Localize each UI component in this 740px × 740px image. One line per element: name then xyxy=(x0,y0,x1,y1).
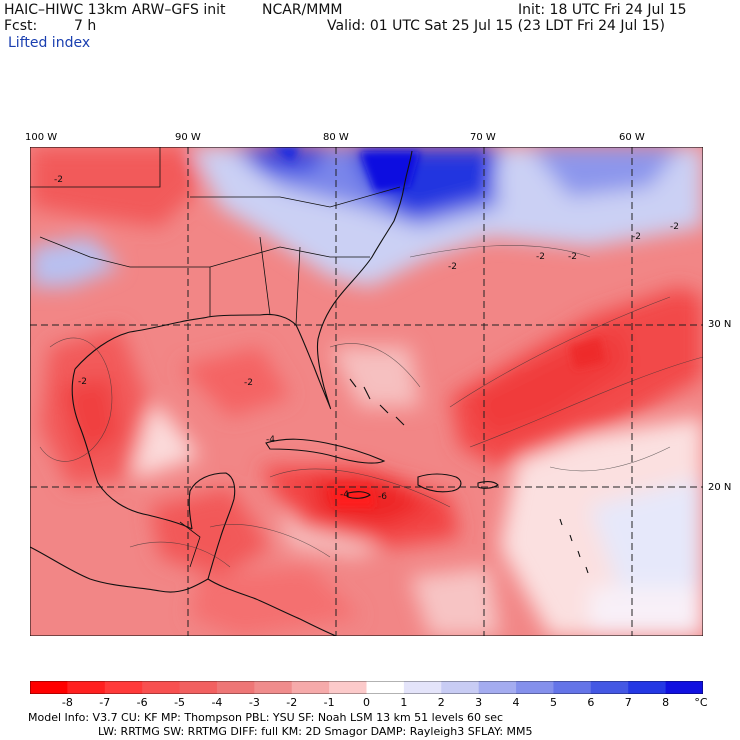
contour-label: -4 xyxy=(340,490,349,500)
contours xyxy=(39,245,703,568)
contour-label: -2 xyxy=(632,232,641,242)
color-scale-cell xyxy=(30,681,68,694)
lon-label-90w: 90 W xyxy=(175,132,201,143)
init-time: Init: 18 UTC Fri 24 Jul 15 xyxy=(518,2,687,18)
color-scale-bar xyxy=(30,681,703,694)
color-scale-cell xyxy=(628,681,667,694)
contour-label: -2 xyxy=(78,377,87,387)
model-info-line-1: Model Info: V3.7 CU: KF MP: Thompson PBL… xyxy=(28,711,504,724)
color-scale-tick-label: -3 xyxy=(248,696,260,709)
contour-label: -2 xyxy=(568,252,577,262)
lon-label-100w: 100 W xyxy=(25,132,58,143)
contour-label: -2 xyxy=(448,262,457,272)
contour-label: -6 xyxy=(378,492,387,502)
color-scale-tick-label: -8 xyxy=(61,696,73,709)
contour-label: -4 xyxy=(266,435,275,445)
color-scale-cell xyxy=(590,681,629,694)
color-scale-cell xyxy=(665,681,703,694)
color-scale-cell xyxy=(516,681,554,694)
lon-label-60w: 60 W xyxy=(619,132,645,143)
color-scale-cell xyxy=(441,681,480,694)
forecast-label: Fcst: xyxy=(4,18,38,34)
color-scale-tick-label: -7 xyxy=(99,696,111,709)
color-scale-cell xyxy=(553,681,592,694)
color-scale-tick-label: -2 xyxy=(286,696,298,709)
color-scale-cell xyxy=(403,681,442,694)
contour-label: -2 xyxy=(54,175,63,185)
color-scale-tick-label: 0 xyxy=(363,696,370,709)
color-scale-cell xyxy=(67,681,106,694)
color-scale-cell xyxy=(329,681,367,694)
valid-time: Valid: 01 UTC Sat 25 Jul 15 (23 LDT Fri … xyxy=(327,18,665,34)
lifted-index-map: -2 -2 -2 -2 -2 -2 -4 -4 -6 -2 -2 xyxy=(30,147,703,636)
color-scale-cell xyxy=(366,681,405,694)
contour-label: -2 xyxy=(244,378,253,388)
color-scale-unit: °C xyxy=(694,696,708,709)
color-scale-tick-label: -1 xyxy=(323,696,335,709)
lon-label-80w: 80 W xyxy=(323,132,349,143)
field-name: Lifted index xyxy=(8,35,91,51)
color-scale-tick-label: -6 xyxy=(136,696,148,709)
color-scale-cell xyxy=(216,681,255,694)
model-info-line-2: LW: RRTMG SW: RRTMG DIFF: full KM: 2D Sm… xyxy=(98,725,533,738)
organization: NCAR/MMM xyxy=(262,2,343,18)
color-scale-cell xyxy=(104,681,143,694)
color-scale-tick-label: 4 xyxy=(512,696,520,709)
color-scale-tick-label: -5 xyxy=(174,696,186,709)
color-scale-tick-label: 3 xyxy=(475,696,483,709)
contour-label: -2 xyxy=(670,222,679,232)
coastlines xyxy=(30,147,589,636)
color-scale-cell xyxy=(478,681,517,694)
lat-label-30n: 30 N xyxy=(708,319,732,330)
lat-label-20n: 20 N xyxy=(708,482,732,493)
color-scale-cell xyxy=(179,681,218,694)
model-title: HAIC–HIWC 13km ARW–GFS init xyxy=(4,2,226,18)
color-scale-tick-label: 7 xyxy=(624,696,632,709)
forecast-hour: 7 h xyxy=(74,18,97,34)
color-scale-tick-label: 8 xyxy=(662,696,670,709)
color-scale-tick-label: 2 xyxy=(437,696,445,709)
color-scale-cell xyxy=(142,681,181,694)
contour-label: -2 xyxy=(536,252,545,262)
color-scale-tick-label: 6 xyxy=(587,696,595,709)
color-scale-tick-label: 5 xyxy=(549,696,557,709)
color-scale-cell xyxy=(254,681,293,694)
lon-label-70w: 70 W xyxy=(470,132,496,143)
color-scale-tick-label: -4 xyxy=(211,696,223,709)
color-scale-cell xyxy=(291,681,330,694)
graticule xyxy=(30,147,703,636)
color-scale-tick-label: 1 xyxy=(400,696,408,709)
contour-labels: -2 -2 -2 -2 -2 -2 -4 -4 -6 -2 -2 xyxy=(54,175,679,502)
